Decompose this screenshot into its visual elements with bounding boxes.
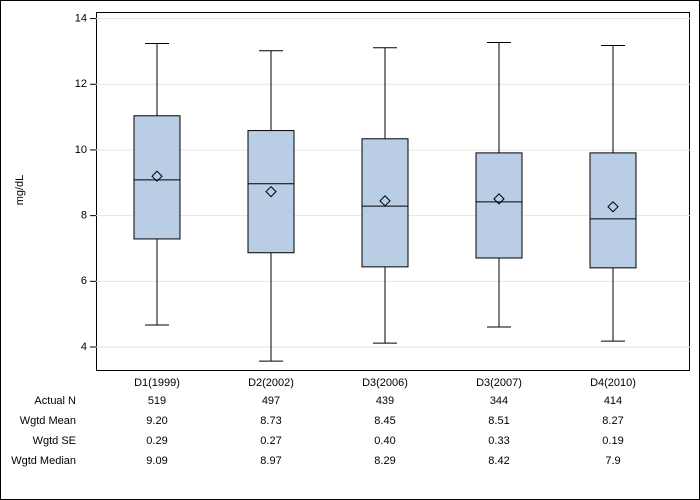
- mean-marker: [151, 170, 163, 182]
- table-cell: 8.27: [602, 415, 623, 427]
- table-cell: 9.20: [146, 415, 167, 427]
- box: [475, 152, 523, 259]
- table-cell: 8.29: [374, 455, 395, 467]
- table-cell: 0.33: [488, 435, 509, 447]
- x-tick-label: D3(2007): [476, 377, 522, 389]
- table-cell: 0.40: [374, 435, 395, 447]
- box: [361, 138, 409, 268]
- table-cell: 8.45: [374, 415, 395, 427]
- table-cell: 8.42: [488, 455, 509, 467]
- table-cell: 0.19: [602, 435, 623, 447]
- y-tick-label: 12: [75, 78, 87, 90]
- table-row-label: Wgtd Median: [11, 455, 76, 467]
- x-tick-label: D1(1999): [134, 377, 180, 389]
- table-cell: 9.09: [146, 455, 167, 467]
- box: [247, 130, 295, 254]
- y-tick-label: 4: [81, 341, 87, 353]
- box: [589, 152, 637, 269]
- table-row-label: Wgtd SE: [33, 435, 76, 447]
- table-cell: 414: [604, 395, 622, 407]
- table-cell: 497: [262, 395, 280, 407]
- table-cell: 8.51: [488, 415, 509, 427]
- table-cell: 0.29: [146, 435, 167, 447]
- table-row-label: Wgtd Mean: [20, 415, 76, 427]
- y-tick-label: 10: [75, 144, 87, 156]
- x-tick-label: D3(2006): [362, 377, 408, 389]
- table-cell: 344: [490, 395, 508, 407]
- table-cell: 439: [376, 395, 394, 407]
- x-tick-label: D2(2002): [248, 377, 294, 389]
- table-cell: 0.27: [260, 435, 281, 447]
- y-tick-label: 14: [75, 12, 87, 24]
- table-cell: 7.9: [605, 455, 620, 467]
- y-tick-label: 6: [81, 275, 87, 287]
- table-cell: 8.97: [260, 455, 281, 467]
- box: [133, 115, 181, 240]
- table-row-label: Actual N: [34, 395, 76, 407]
- mean-marker: [265, 185, 277, 198]
- y-tick-label: 8: [81, 210, 87, 222]
- x-tick-label: D4(2010): [590, 377, 636, 389]
- y-axis-label: mg/dL: [14, 175, 26, 206]
- plot-frame: [96, 12, 690, 371]
- mean-marker: [607, 201, 619, 213]
- mean-marker: [493, 193, 505, 205]
- mean-marker: [379, 195, 391, 207]
- table-cell: 519: [148, 395, 166, 407]
- table-cell: 8.73: [260, 415, 281, 427]
